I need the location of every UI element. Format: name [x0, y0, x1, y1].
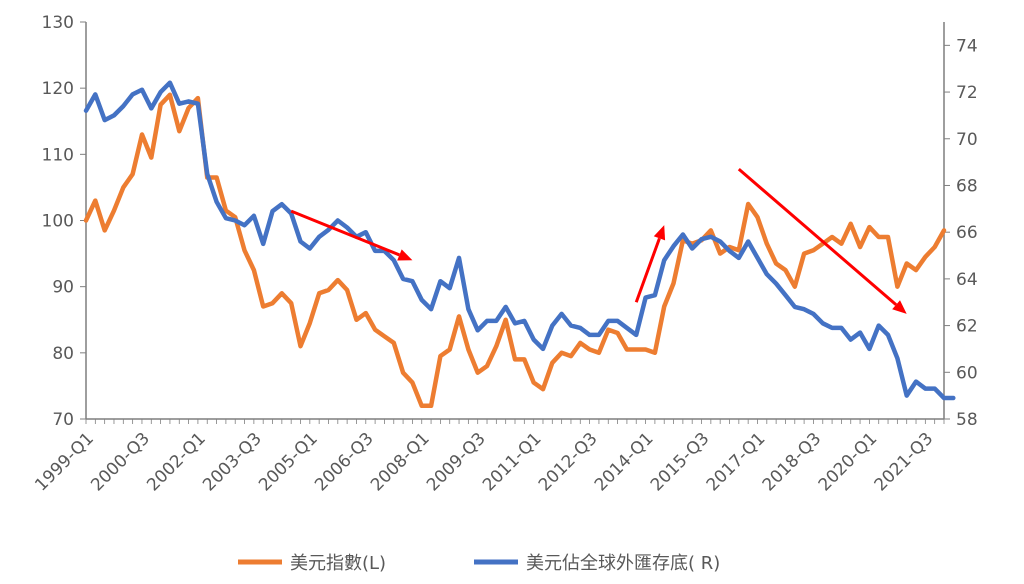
trend-arrow-3 — [737, 167, 898, 306]
x-tick-label: 2011-Q1 — [479, 429, 546, 496]
right-tick-label: 60 — [956, 363, 978, 383]
x-tick-label: 2020-Q1 — [815, 429, 882, 496]
series-line-usd-reserve-share — [83, 80, 956, 401]
x-tick-label: 2002-Q1 — [143, 429, 210, 496]
left-tick-label: 90 — [52, 278, 74, 298]
trend-arrow-head-3 — [892, 300, 907, 314]
right-tick-label: 66 — [956, 223, 978, 243]
x-tick-label: 2017-Q1 — [703, 429, 770, 496]
right-tick-label: 64 — [956, 270, 978, 290]
x-tick-label: 2012-Q3 — [535, 429, 602, 496]
left-tick-label: 120 — [42, 79, 74, 99]
x-tick-label: 2003-Q3 — [199, 429, 266, 496]
x-tick-label: 1999-Q1 — [31, 429, 98, 496]
x-tick-label: 2009-Q3 — [423, 429, 490, 496]
right-tick-label: 72 — [956, 83, 978, 103]
right-tick-label: 68 — [956, 176, 978, 196]
trend-arrow-head-2 — [653, 225, 666, 241]
x-tick-label: 2015-Q3 — [647, 429, 714, 496]
right-tick-label: 58 — [956, 410, 978, 430]
right-tick-label: 70 — [956, 130, 978, 150]
right-tick-label: 62 — [956, 317, 978, 337]
left-tick-label: 80 — [52, 344, 74, 364]
x-tick-label: 2018-Q3 — [759, 429, 826, 496]
x-tick-label: 2000-Q3 — [87, 429, 154, 496]
x-tick-label: 2005-Q1 — [255, 429, 322, 496]
trend-arrow-1 — [290, 209, 400, 257]
legend-label-usd-reserve-share: 美元佔全球外匯存底( R) — [526, 553, 720, 574]
series-lines — [83, 80, 956, 409]
x-tick-label: 2008-Q1 — [367, 429, 434, 496]
legend: 美元指數(L) 美元佔全球外匯存底( R) — [238, 553, 720, 574]
trend-arrow-2 — [634, 237, 661, 303]
left-tick-label: 100 — [42, 212, 74, 232]
series-line-dollar-index — [83, 92, 947, 409]
left-tick-label: 70 — [52, 410, 74, 430]
trend-arrow-head-1 — [397, 249, 413, 261]
legend-label-dollar-index: 美元指數(L) — [290, 553, 386, 574]
left-tick-label: 130 — [42, 13, 74, 33]
x-tick-label: 2021-Q3 — [871, 429, 938, 496]
x-tick-label: 2014-Q1 — [591, 429, 658, 496]
x-tick-label: 2006-Q3 — [311, 429, 378, 496]
left-tick-label: 110 — [42, 145, 74, 165]
right-tick-label: 74 — [956, 36, 978, 56]
annotation-arrows — [290, 167, 907, 314]
